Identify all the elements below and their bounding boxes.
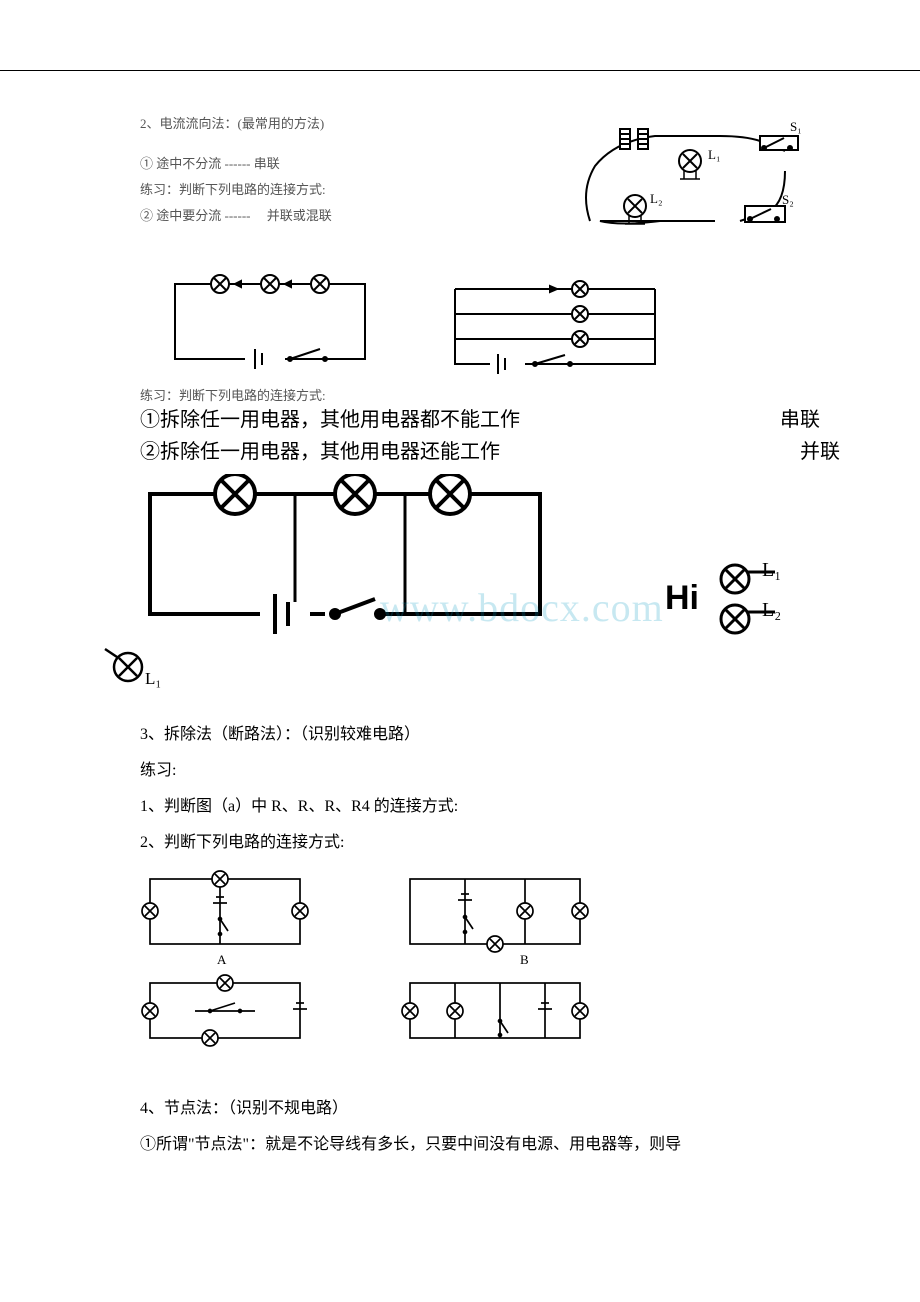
realistic-circuit: L₁ L₂ S₁ S₂ (560, 111, 810, 251)
circuit-A: A (140, 869, 310, 969)
svg-text:Hi: Hi (665, 579, 699, 617)
label-L1-a: L₁ (708, 147, 720, 162)
circuit-D (400, 973, 590, 1053)
method3-practice: 练习: (140, 755, 810, 787)
exercise-label-1: 练习：判断下列电路的连接方式: (140, 385, 810, 404)
label-S1: S₁ (790, 119, 802, 134)
series-circuit (160, 269, 380, 379)
label-L1-b: L₁ (762, 559, 781, 581)
removal-rule-1: ①拆除任一用电器，其他用电器都不能工作 串联 (140, 404, 820, 436)
method2-title: 2、电流流向法：(最常用的方法) (140, 111, 560, 137)
method3-title: 3、拆除法（断路法）：（识别较难电路） (140, 719, 810, 751)
label-L1-c: L₁ (145, 669, 161, 688)
page-container: 2、电流流向法：(最常用的方法) ① 途中不分流 ------ 串联 练习：判断… (0, 70, 920, 1201)
method4-title: 4、节点法：（识别不规电路） (140, 1093, 810, 1125)
label-B: B (520, 952, 529, 967)
ab-row: A (140, 869, 810, 969)
removal-1-left: ①拆除任一用电器，其他用电器都不能工作 (140, 404, 520, 436)
small-l1-bulb: L₁ (100, 639, 180, 694)
label-L2-a: L₂ (650, 191, 662, 206)
circuit-B: B (400, 869, 590, 969)
removal-2-left: ②拆除任一用电器，其他用电器还能工作 (140, 436, 500, 468)
method2-note: 练习：判断下列电路的连接方式: (140, 177, 560, 203)
label-A: A (217, 952, 227, 967)
method2-rule1: ① 途中不分流 ------ 串联 (140, 151, 560, 177)
method4-desc: ①所谓"节点法"：就是不论导线有多长，只要中间没有电源、用电器等，则导 (140, 1129, 810, 1161)
watermark: www.bdocx.com (380, 584, 664, 631)
label-S2: S₂ (782, 192, 794, 207)
hi-l1-l2: Hi L₁ L₂ (660, 554, 810, 644)
label-L2-b: L₂ (762, 599, 781, 621)
removal-1-right: 串联 (780, 404, 820, 436)
circuit-C (140, 973, 310, 1053)
method2-rule2: ② 途中要分流 ------ 并联或混联 (140, 203, 560, 229)
removal-2-right: 并联 (800, 436, 840, 468)
method2-row: 2、电流流向法：(最常用的方法) ① 途中不分流 ------ 串联 练习：判断… (140, 111, 810, 251)
cd-row (140, 973, 810, 1053)
schematic-pair-1 (140, 269, 810, 379)
method3-q1: 1、判断图（a）中 R、R、R、R4 的连接方式: (140, 791, 810, 823)
big-circuit-block: Hi L₁ L₂ (140, 474, 810, 699)
method3-q2: 2、判断下列电路的连接方式: (140, 827, 810, 859)
content: 2、电流流向法：(最常用的方法) ① 途中不分流 ------ 串联 练习：判断… (0, 71, 920, 1201)
removal-rule-2: ②拆除任一用电器，其他用电器还能工作 并联 (140, 436, 840, 468)
parallel-circuit (440, 269, 670, 379)
